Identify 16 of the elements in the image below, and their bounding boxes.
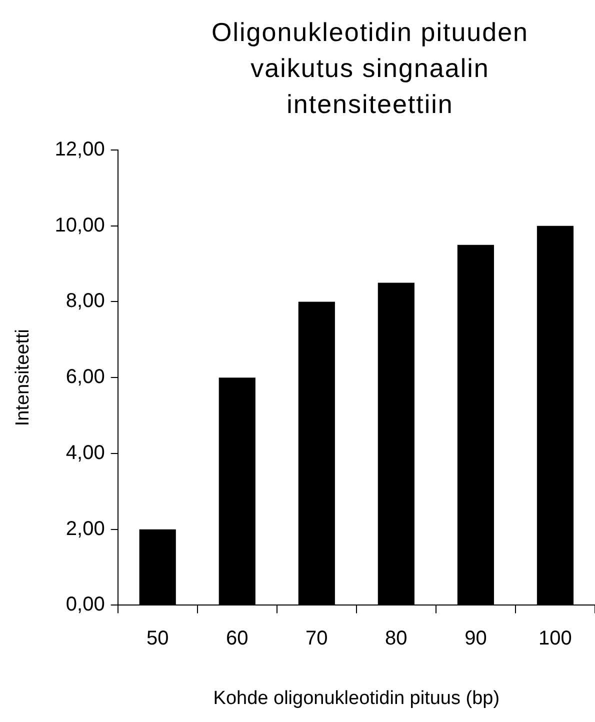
x-tick-label: 80 bbox=[385, 628, 408, 650]
x-tick-label: 60 bbox=[226, 628, 248, 650]
y-tick-label: 6,00 bbox=[66, 366, 105, 388]
y-tick-label: 12,00 bbox=[54, 138, 105, 161]
chart-title: Oligonukleotidin pituuden vaikutus singnaalin intensiteettiin bbox=[210, 16, 530, 121]
y-tick-label: 8,00 bbox=[66, 290, 105, 312]
y-tick-label: 2,00 bbox=[66, 518, 105, 540]
y-axis-title: Intensiteetti bbox=[12, 329, 34, 426]
x-tick-label: 90 bbox=[464, 628, 487, 650]
y-tick-label: 4,00 bbox=[66, 442, 105, 464]
x-tick-label: 100 bbox=[538, 628, 572, 650]
x-tick-label: 70 bbox=[306, 628, 328, 650]
y-tick-label: 10,00 bbox=[54, 214, 105, 236]
x-tick-label: 50 bbox=[146, 628, 169, 650]
x-axis-title: Kohde oligonukleotidin pituus (bp) bbox=[213, 688, 500, 709]
y-tick-label: 0,00 bbox=[66, 594, 105, 616]
